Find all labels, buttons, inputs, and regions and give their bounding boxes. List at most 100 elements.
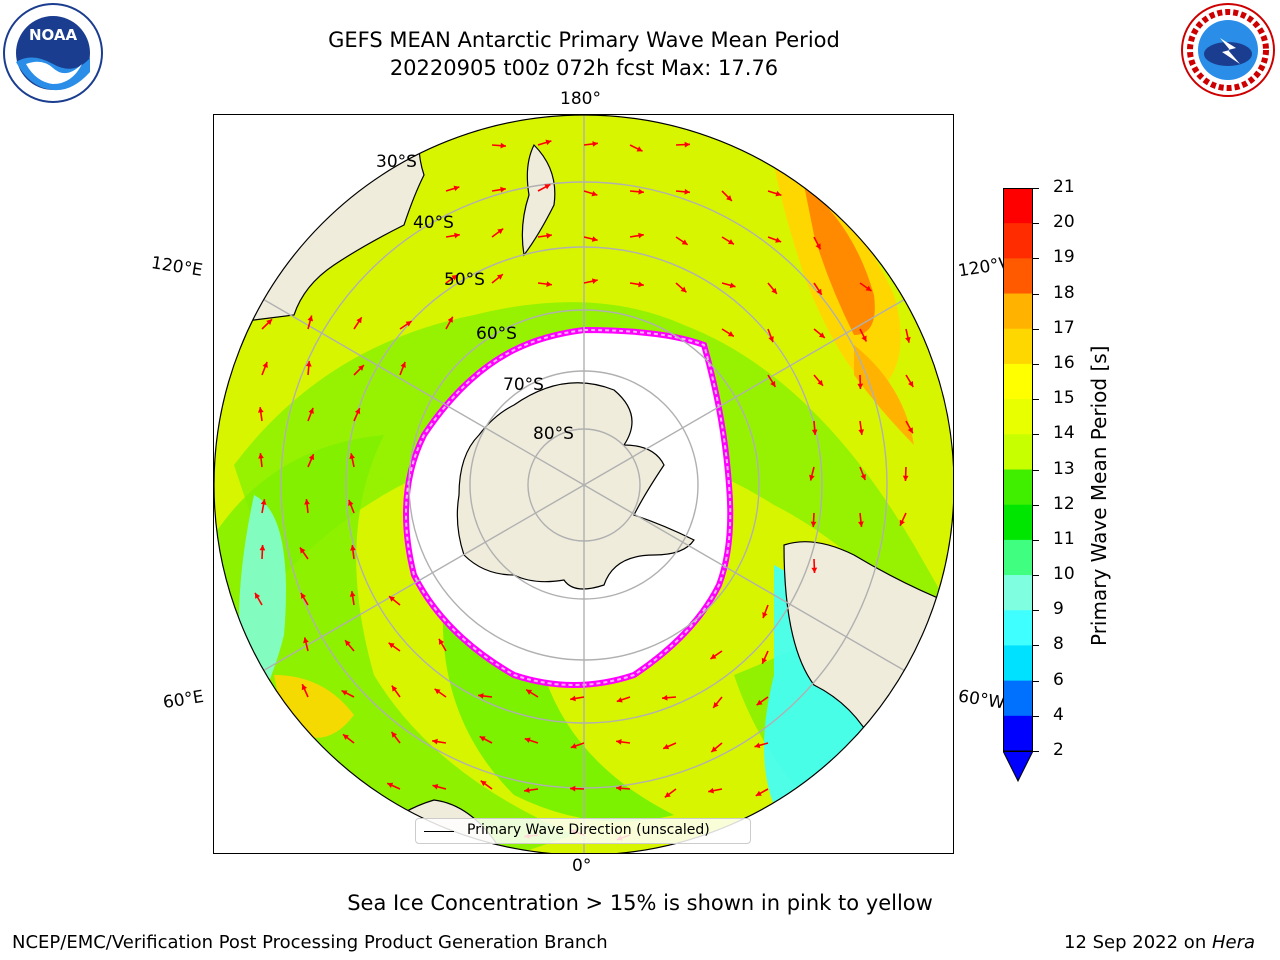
wave-arrow-head (908, 380, 914, 387)
wave-arrow-head (811, 567, 818, 573)
wave-arrow-head (680, 286, 687, 293)
colorbar-tick-mark (1033, 223, 1039, 225)
wave-arrow-head (865, 285, 872, 291)
wave-arrow-head (480, 780, 487, 787)
colorbar-tick-mark (1033, 610, 1039, 612)
wave-arrow-head (570, 695, 576, 702)
chart-title: GEFS MEAN Antarctic Primary Wave Mean Pe… (328, 28, 840, 52)
wave-arrow-head (500, 142, 506, 149)
wave-arrow-head (257, 407, 264, 413)
lat-label-80s: 80°S (533, 424, 574, 444)
colorbar-extend-triangle (1002, 750, 1034, 783)
wave-arrow-head (770, 380, 776, 387)
meridians (214, 115, 953, 853)
colorbar-tick-mark (1033, 504, 1039, 506)
noaa-logo: NOAA (2, 2, 104, 104)
wave-arrow-head (616, 785, 622, 792)
wave-arrow-head (400, 361, 406, 368)
wave-arrow-head (768, 336, 774, 343)
wave-arrow-head (775, 190, 782, 197)
wave-arrow-head (809, 474, 815, 481)
colorbar-tick-label: 20 (1053, 212, 1075, 233)
lon-label-60w: 60°W (956, 686, 1007, 714)
wave-arrow-head (432, 738, 438, 745)
colorbar-tick-mark (1033, 715, 1039, 717)
wave-arrow-head (761, 657, 768, 664)
wave-arrow-head (616, 739, 622, 745)
colorbar-tick-label: 14 (1053, 423, 1075, 444)
lon-label-60e: 60°E (161, 686, 206, 714)
wave-arrow-head (775, 237, 782, 243)
colorbar-label: Primary Wave Mean Period [s] (1087, 345, 1111, 647)
wave-arrow-head (713, 701, 719, 708)
period-band-west (214, 435, 574, 853)
wave-arrow-head (771, 287, 777, 294)
antarctica-land (456, 382, 695, 590)
wave-arrow-head (356, 317, 362, 324)
map-legend: Primary Wave Direction (unscaled) (415, 818, 751, 844)
wave-arrow-head (479, 736, 486, 742)
wave-arrow-head (818, 332, 825, 338)
wave-arrow-head (544, 184, 551, 190)
wave-arrow-head (451, 274, 458, 281)
colorbar-swatch (1003, 539, 1033, 576)
colorbar-swatch (1003, 715, 1033, 752)
period-band-12 (234, 302, 953, 655)
lat-label-30s: 30°S (376, 152, 417, 172)
wave-arrow-head (301, 684, 308, 691)
wave-arrow-head (258, 453, 264, 459)
colorbar-swatch (1003, 399, 1033, 435)
colorbar-tick-label: 12 (1053, 493, 1075, 514)
colorbar-swatch (1003, 645, 1033, 682)
wave-arrow-head (266, 319, 273, 325)
wave-arrow-head (342, 734, 349, 740)
wave-arrow-head (711, 746, 718, 753)
lon-label-0: 0° (572, 856, 592, 876)
lon-label-120e: 120°E (149, 253, 204, 281)
wave-arrow-head (389, 596, 396, 602)
wave-arrow-head (638, 232, 644, 239)
wave-arrow-head (388, 642, 395, 649)
wave-arrow-head (684, 141, 690, 148)
colorbar-tick-label: 2 (1053, 740, 1064, 760)
colorbar-swatch (1003, 434, 1033, 470)
sea-ice-note: Sea Ice Concentration > 15% is shown in … (347, 891, 933, 915)
wave-arrow-head (349, 591, 356, 597)
wave-arrow-head (405, 321, 412, 327)
lat-label-60s: 60°S (476, 324, 517, 344)
wave-arrow-head (858, 521, 864, 527)
colorbar-swatch (1003, 328, 1033, 365)
colorbar-tick-mark (1033, 258, 1039, 260)
wave-arrow-head (591, 190, 598, 197)
wave-arrow-head (345, 640, 351, 647)
wave-arrow-head (663, 743, 670, 750)
wave-arrow-head (662, 694, 668, 701)
colorbar-swatch (1003, 223, 1033, 259)
wave-arrow-head (817, 379, 823, 386)
footer-host: Hera (1211, 932, 1255, 953)
wave-arrow-head (354, 408, 361, 415)
colorbar-tick-mark (1033, 539, 1039, 541)
wave-arrow-head (391, 685, 398, 692)
colorbar-tick-label: 19 (1053, 247, 1075, 268)
wave-arrow-head (524, 737, 531, 743)
wave-arrow-head (341, 690, 348, 696)
wave-arrow-head (545, 139, 552, 146)
colorbar-swatch (1003, 504, 1033, 541)
wave-arrow-head (681, 239, 688, 245)
wave-arrow-head (308, 407, 314, 414)
colorbar-tick-label: 6 (1053, 669, 1064, 690)
wave-arrow-head (636, 146, 643, 152)
footer-date-text: 12 Sep 2022 on (1064, 932, 1212, 953)
wave-arrow-head (727, 331, 734, 337)
wave-arrow-head (434, 688, 441, 695)
wave-arrow-head (358, 365, 364, 371)
wave-arrow-head (387, 782, 394, 789)
wave-direction-arrows (254, 139, 914, 841)
wave-arrow-head (899, 519, 905, 526)
nws-logo (1180, 2, 1276, 98)
map-canvas (214, 115, 953, 853)
wave-arrow-head (307, 315, 314, 322)
wave-arrow-head (810, 521, 817, 527)
wave-arrow-head (592, 141, 598, 147)
